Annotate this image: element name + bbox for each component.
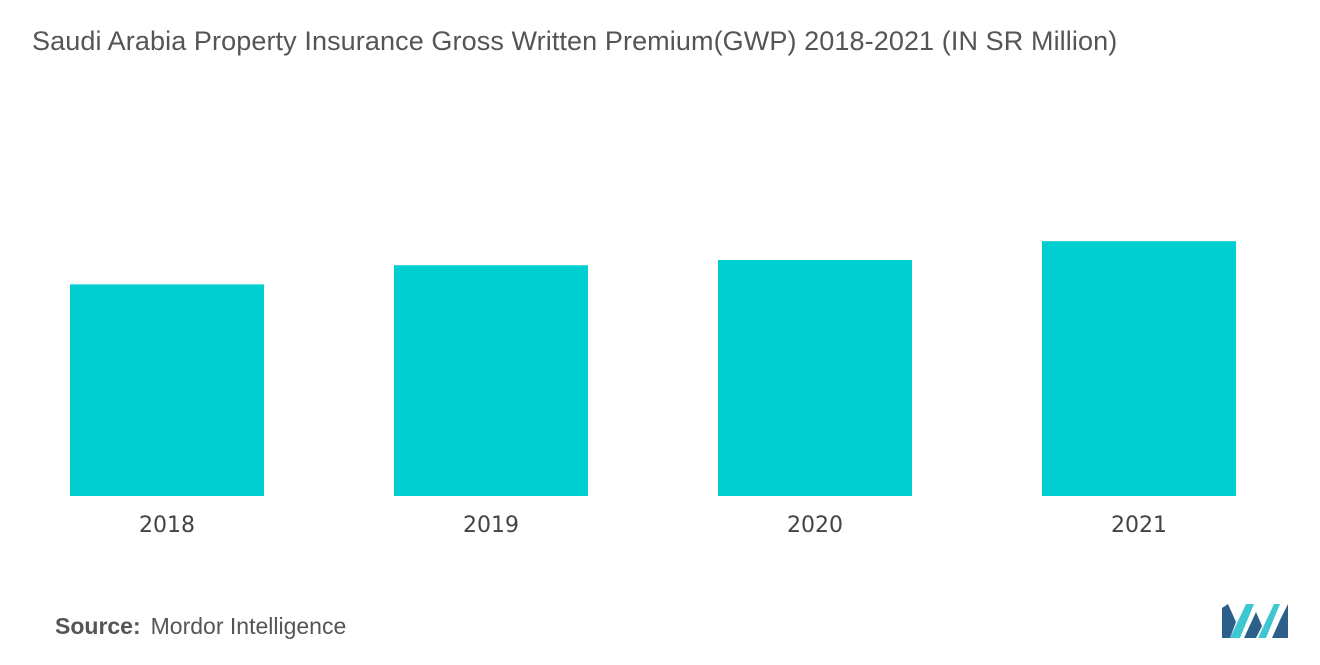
bar-2020: [718, 260, 912, 496]
bar-2021: [1042, 241, 1236, 496]
x-tick-label-2019: 2019: [463, 513, 519, 538]
bar-2019: [394, 265, 588, 496]
x-axis-ticks: 2018 2019 2020 2021: [139, 513, 1167, 538]
mordor-logo-icon: [1222, 604, 1288, 638]
chart-title: Saudi Arabia Property Insurance Gross Wr…: [32, 26, 1118, 56]
x-tick-label-2020: 2020: [787, 513, 843, 538]
source-label: Source:: [55, 613, 141, 639]
x-tick-label-2021: 2021: [1111, 513, 1167, 538]
bar-2018: [70, 284, 264, 496]
x-tick-label-2018: 2018: [139, 513, 195, 538]
source-note: Source: Mordor Intelligence: [55, 613, 346, 640]
source-text: Mordor Intelligence: [150, 613, 347, 639]
bars-layer: [70, 241, 1236, 496]
